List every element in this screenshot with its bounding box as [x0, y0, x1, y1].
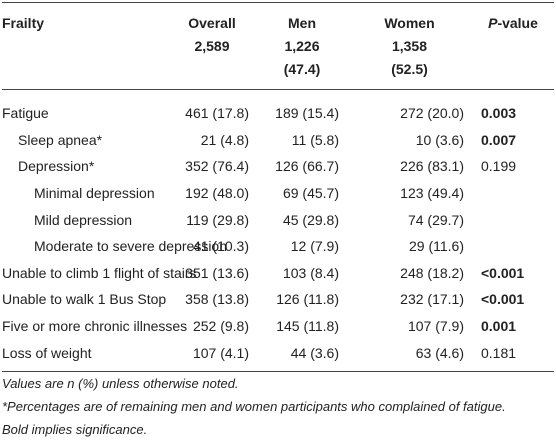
column-header: P-value — [472, 3, 554, 90]
frailty-table: Frailty Overall 2,589 Men 1,226 (47.4) Women 1… — [2, 2, 554, 372]
header-label: Frailty — [2, 15, 45, 31]
row-label: Loss of weight — [2, 344, 92, 361]
table-row: Unable to climb 1 flight of stairs 351 (1… — [2, 260, 554, 287]
header-row: Frailty Overall 2,589 Men 1,226 (47.4) Women 1… — [2, 2, 554, 90]
row-label: Unable to walk 1 Bus Stop — [2, 291, 167, 308]
cell-women: 232 (17.1) — [400, 291, 464, 308]
row-label: Fatigue — [2, 105, 49, 122]
header-line: Men — [288, 15, 316, 31]
header-line: P-value — [488, 15, 538, 31]
table-row: Five or more chronic illnesses 252 (9.8) 1… — [2, 313, 554, 340]
row-label: Unable to climb 1 flight of stairs — [2, 264, 197, 281]
cell-men: 12 (7.9) — [290, 238, 339, 255]
table-body: Fatigue 461 (17.8) 189 (15.4) 272 (20.0) 0.0… — [2, 90, 554, 372]
row-label: Moderate to severe depression — [34, 238, 227, 255]
cell-overall: 358 (13.8) — [185, 291, 249, 308]
cell-overall: 41 (10.3) — [192, 238, 249, 255]
table-row: Depression* 352 (76.4) 126 (66.7) 226 (83.1… — [2, 153, 554, 180]
footnote: Bold implies significance. — [2, 422, 148, 437]
cell-men: 145 (11.8) — [276, 318, 339, 335]
cell-men: 103 (8.4) — [282, 264, 339, 281]
header-line: Women — [384, 15, 435, 31]
table-header: Frailty Overall 2,589 Men 1,226 (47.4) Women 1… — [2, 2, 554, 90]
column-header: Overall 2,589 — [167, 3, 257, 90]
footnote: Values are n (%) unless otherwise noted. — [2, 376, 239, 391]
header-line: 1,226 — [284, 38, 320, 54]
header-line: Overall — [188, 15, 236, 31]
cell-men: 45 (29.8) — [282, 211, 339, 228]
cell-overall: 119 (29.8) — [186, 211, 249, 228]
column-header: Men 1,226 (47.4) — [257, 3, 347, 90]
header-line: 1,358 — [391, 38, 428, 54]
cell-empty — [472, 206, 554, 233]
cell-men: 126 (66.7) — [275, 158, 339, 175]
cell-overall: 21 (4.8) — [200, 131, 249, 148]
cell-women: 123 (49.4) — [400, 185, 464, 202]
row-label: Sleep apnea* — [18, 131, 103, 148]
cell-women: 10 (3.6) — [415, 131, 464, 148]
cell-men: 44 (3.6) — [290, 344, 339, 361]
cell-p-value: 0.007 — [481, 131, 517, 148]
table-row: Moderate to severe depression 41 (10.3) 12… — [2, 233, 554, 260]
row-label: Mild depression — [34, 211, 133, 228]
cell-overall: 107 (4.1) — [192, 344, 249, 361]
cell-p-value: 0.199 — [481, 158, 517, 175]
cell-p-value: <0.001 — [481, 291, 525, 308]
row-label: Minimal depression — [34, 185, 155, 202]
cell-empty — [472, 180, 554, 207]
cell-men: 11 (5.8) — [291, 131, 339, 148]
cell-women: 226 (83.1) — [400, 158, 464, 175]
table-row: Fatigue 461 (17.8) 189 (15.4) 272 (20.0) 0.0… — [2, 90, 554, 127]
cell-p-value: 0.181 — [481, 344, 517, 361]
cell-women: 107 (7.9) — [407, 318, 464, 335]
table-row: Minimal depression 192 (48.0) 69 (45.7) 123… — [2, 180, 554, 207]
cell-women: 248 (18.2) — [400, 264, 464, 281]
cell-overall: 351 (13.6) — [185, 264, 249, 281]
footnotes: Values are n (%) unless otherwise noted.… — [2, 372, 506, 441]
footnote: *Percentages are of remaining men and wo… — [2, 399, 506, 414]
header-line: (47.4) — [283, 61, 321, 77]
cell-men: 189 (15.4) — [275, 105, 339, 122]
cell-women: 29 (11.6) — [409, 238, 464, 255]
cell-men: 126 (11.8) — [276, 291, 339, 308]
cell-overall: 461 (17.8) — [185, 105, 249, 122]
cell-men: 69 (45.7) — [282, 185, 339, 202]
cell-overall: 252 (9.8) — [192, 318, 249, 335]
cell-women: 63 (4.6) — [415, 344, 464, 361]
cell-p-value: 0.001 — [481, 318, 517, 335]
row-label: Five or more chronic illnesses — [2, 318, 188, 335]
row-label: Depression* — [18, 158, 95, 175]
table-row: Unable to walk 1 Bus Stop 358 (13.8) 126 (… — [2, 286, 554, 313]
cell-empty — [472, 233, 554, 260]
table-row: Loss of weight 107 (4.1) 44 (3.6) 63 (4.6) 0… — [2, 339, 554, 372]
cell-overall: 192 (48.0) — [185, 185, 249, 202]
table-row: Mild depression 119 (29.8) 45 (29.8) 74 (29… — [2, 206, 554, 233]
cell-women: 74 (29.7) — [407, 211, 464, 228]
header-line: 2,589 — [194, 38, 230, 54]
header-line: (52.5) — [391, 61, 428, 77]
cell-overall: 352 (76.4) — [185, 158, 249, 175]
table-row: Sleep apnea* 21 (4.8) 11 (5.8) 10 (3.6) 0.00… — [2, 127, 554, 154]
cell-p-value: <0.001 — [481, 264, 525, 281]
column-header: Women 1,358 (52.5) — [347, 3, 472, 90]
cell-p-value: 0.003 — [481, 105, 517, 122]
cell-women: 272 (20.0) — [400, 105, 464, 122]
